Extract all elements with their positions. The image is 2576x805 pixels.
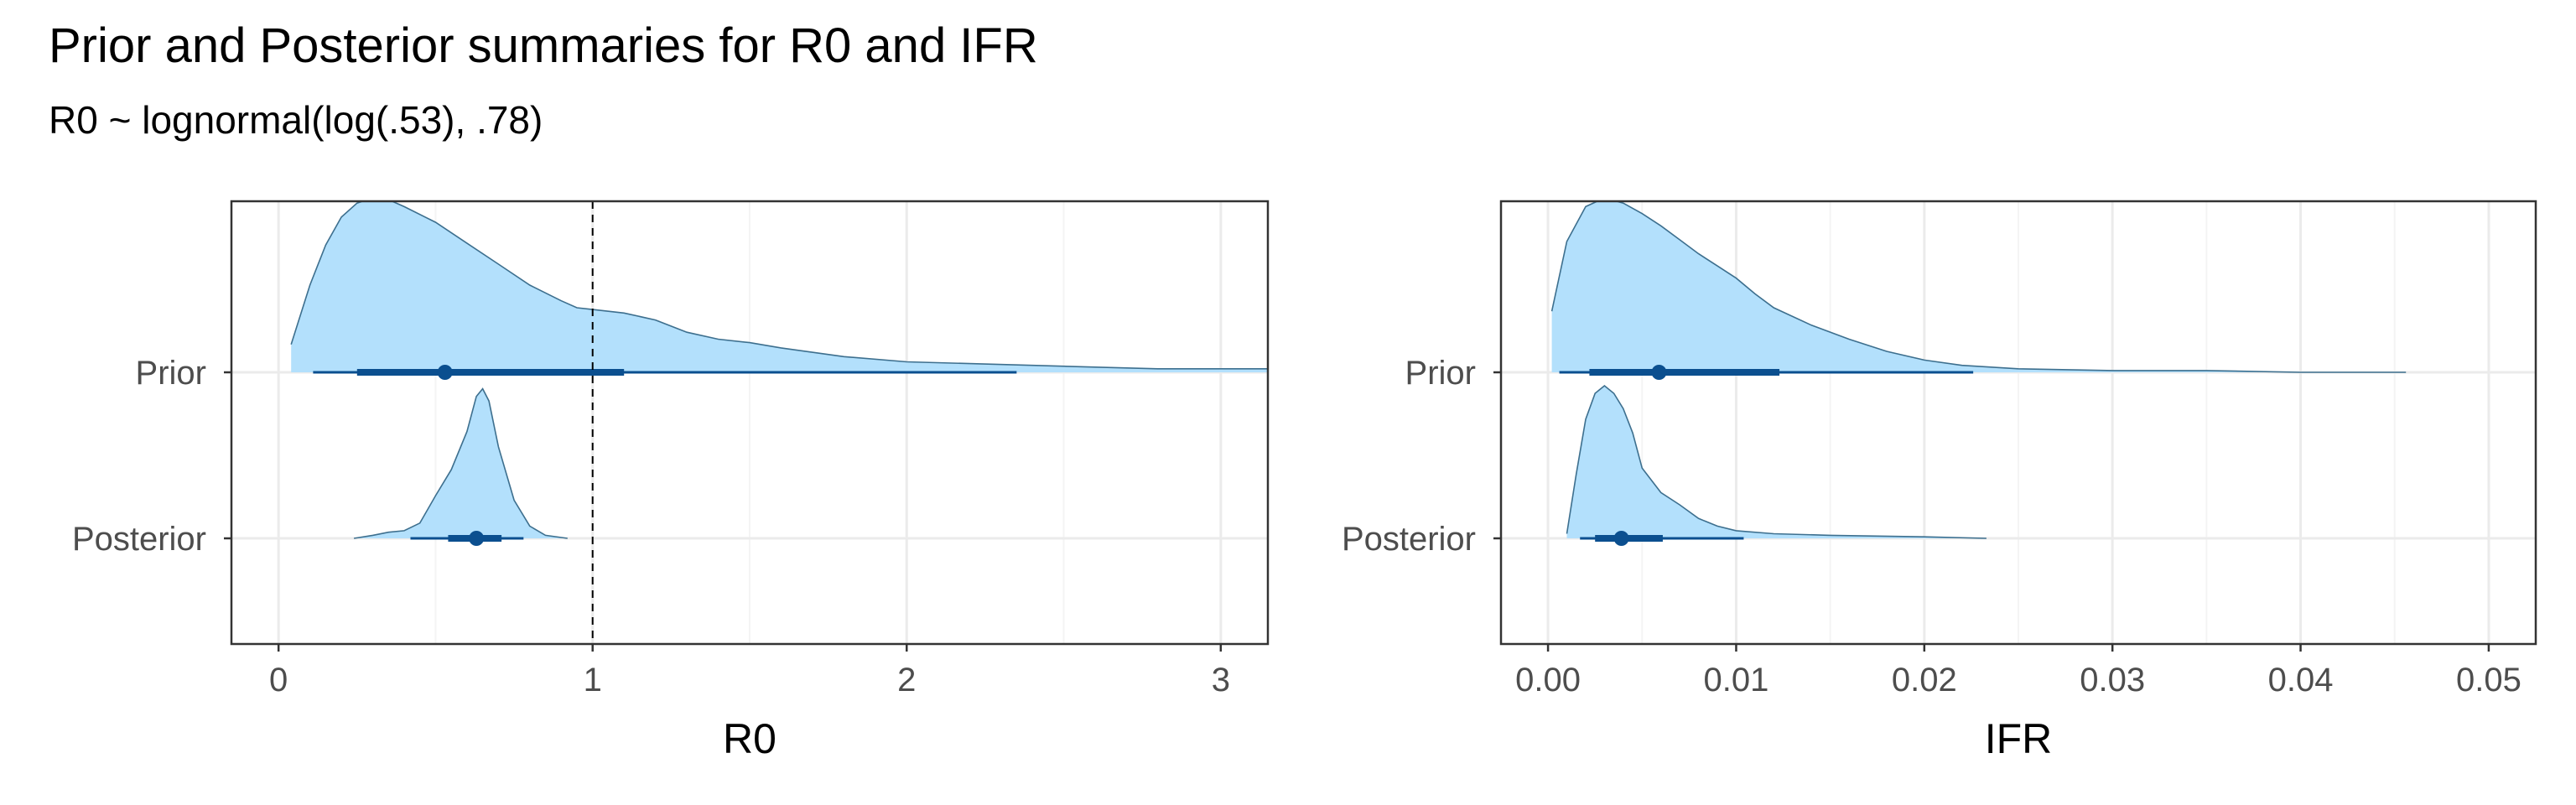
r0-posterior-point [469,531,485,546]
r0-x-tick-label: 2 [897,662,916,699]
ifr-y-tick-label: Prior [1405,355,1476,392]
r0-x-tick-label: 3 [1212,662,1230,699]
chart-subtitle: R0 ~ lognormal(log(.53), .78) [49,98,543,142]
ifr-prior-point [1651,365,1667,380]
ifr-y-tick-label: Posterior [1342,521,1476,558]
ifr-plot-area [1550,201,2407,546]
ifr-x-tick-label: 0.03 [2080,662,2145,699]
ifr-x-tick-label: 0.02 [1892,662,1957,699]
r0-prior-point [437,365,453,380]
ifr-x-axis-title: IFR [1985,715,2053,762]
r0-x-tick-label: 1 [584,662,602,699]
r0-prior-density-fill [291,201,1268,372]
ifr-panel-border [1499,200,2537,646]
r0-y-tick-label: Posterior [72,521,206,558]
ifr-prior-density-fill [1551,201,2407,372]
chart-title: Prior and Posterior summaries for R0 and… [49,18,1038,73]
r0-panel: Prior Posterior 0 1 2 3 R0 [72,200,1270,762]
ifr-posterior-density-outline [1566,384,1987,539]
ifr-x-tick-label: 0.05 [2456,662,2521,699]
r0-posterior-density-outline [353,387,568,539]
ifr-panel: Prior Posterior 0.00 0.01 0.02 0.03 0.04 0.05 IF… [1342,200,2537,762]
r0-y-tick-label: Prior [136,355,206,392]
ifr-x-tick-label: 0.00 [1515,662,1581,699]
r0-panel-border [230,200,1270,646]
ifr-x-tick-label: 0.04 [2268,662,2334,699]
ifr-x-tick-label: 0.01 [1704,662,1769,699]
r0-plot-area [290,201,1268,546]
r0-x-axis-title: R0 [723,715,776,762]
ifr-posterior-point [1613,531,1629,546]
r0-x-tick-label: 0 [269,662,288,699]
